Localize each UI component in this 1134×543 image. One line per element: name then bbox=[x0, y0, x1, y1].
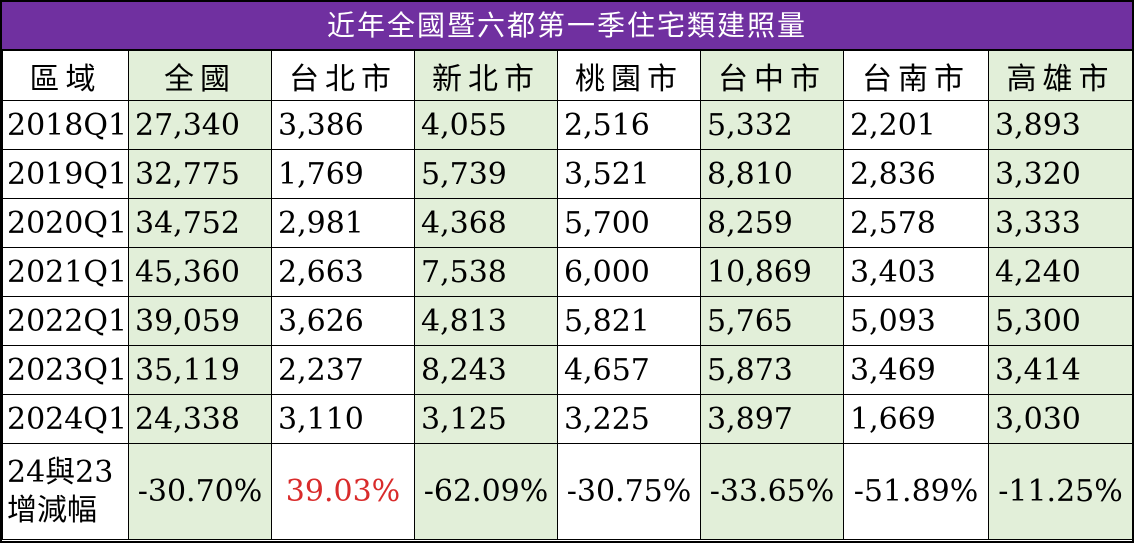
table-row: 2021Q1 45,360 2,663 7,538 6,000 10,869 3… bbox=[2, 247, 1133, 297]
table-row: 2022Q1 39,059 3,626 4,813 5,821 5,765 5,… bbox=[2, 296, 1133, 346]
row-label: 2024Q1 bbox=[2, 394, 129, 444]
table-title: 近年全國暨六都第一季住宅類建照量 bbox=[2, 2, 1132, 50]
cell-taipei: 2,981 bbox=[271, 198, 415, 248]
cell-national: 35,119 bbox=[128, 345, 272, 395]
cell-taichung: 8,810 bbox=[700, 149, 844, 199]
cell-new-taipei: 4,368 bbox=[414, 198, 558, 248]
cell-tainan: 1,669 bbox=[843, 394, 989, 444]
cell-tainan: 2,201 bbox=[843, 100, 989, 150]
cell-taoyuan: 2,516 bbox=[557, 100, 701, 150]
change-new-taipei: -62.09% bbox=[414, 443, 558, 540]
cell-national: 24,338 bbox=[128, 394, 272, 444]
change-national: -30.70% bbox=[128, 443, 272, 540]
cell-tainan: 5,093 bbox=[843, 296, 989, 346]
change-kaohsiung: -11.25% bbox=[988, 443, 1133, 540]
cell-new-taipei: 8,243 bbox=[414, 345, 558, 395]
cell-tainan: 3,469 bbox=[843, 345, 989, 395]
header-taichung: 台中市 bbox=[700, 50, 844, 101]
change-taipei: 39.03% bbox=[271, 443, 415, 540]
cell-national: 45,360 bbox=[128, 247, 272, 297]
cell-new-taipei: 4,055 bbox=[414, 100, 558, 150]
cell-taichung: 5,332 bbox=[700, 100, 844, 150]
cell-taipei: 2,663 bbox=[271, 247, 415, 297]
cell-taoyuan: 3,225 bbox=[557, 394, 701, 444]
header-tainan: 台南市 bbox=[843, 50, 989, 101]
row-label: 2023Q1 bbox=[2, 345, 129, 395]
header-national: 全國 bbox=[128, 50, 272, 101]
cell-kaohsiung: 3,320 bbox=[988, 149, 1133, 199]
change-label-line2: 增減幅 bbox=[7, 492, 97, 528]
row-label: 2022Q1 bbox=[2, 296, 129, 346]
table-row: 2024Q1 24,338 3,110 3,125 3,225 3,897 1,… bbox=[2, 394, 1133, 444]
cell-national: 27,340 bbox=[128, 100, 272, 150]
cell-taichung: 5,765 bbox=[700, 296, 844, 346]
header-new-taipei: 新北市 bbox=[414, 50, 558, 101]
header-taipei: 台北市 bbox=[271, 50, 415, 101]
cell-tainan: 2,836 bbox=[843, 149, 989, 199]
cell-taichung: 10,869 bbox=[700, 247, 844, 297]
cell-national: 34,752 bbox=[128, 198, 272, 248]
cell-taoyuan: 4,657 bbox=[557, 345, 701, 395]
cell-taoyuan: 5,700 bbox=[557, 198, 701, 248]
change-row-label: 24與23 增減幅 bbox=[2, 443, 129, 540]
change-tainan: -51.89% bbox=[843, 443, 989, 540]
cell-new-taipei: 5,739 bbox=[414, 149, 558, 199]
change-taichung: -33.65% bbox=[700, 443, 844, 540]
cell-taipei: 3,626 bbox=[271, 296, 415, 346]
cell-taipei: 1,769 bbox=[271, 149, 415, 199]
row-label: 2019Q1 bbox=[2, 149, 129, 199]
header-taoyuan: 桃園市 bbox=[557, 50, 701, 101]
cell-taipei: 3,386 bbox=[271, 100, 415, 150]
cell-new-taipei: 7,538 bbox=[414, 247, 558, 297]
cell-kaohsiung: 3,414 bbox=[988, 345, 1133, 395]
housing-permit-table: 區域 全國 台北市 新北市 桃園市 台中市 台南市 高雄市 2018Q1 27,… bbox=[2, 50, 1133, 540]
cell-tainan: 3,403 bbox=[843, 247, 989, 297]
row-label: 2020Q1 bbox=[2, 198, 129, 248]
cell-taoyuan: 3,521 bbox=[557, 149, 701, 199]
cell-national: 39,059 bbox=[128, 296, 272, 346]
cell-taipei: 3,110 bbox=[271, 394, 415, 444]
cell-taipei: 2,237 bbox=[271, 345, 415, 395]
cell-kaohsiung: 3,893 bbox=[988, 100, 1133, 150]
cell-taoyuan: 5,821 bbox=[557, 296, 701, 346]
change-taoyuan: -30.75% bbox=[557, 443, 701, 540]
cell-national: 32,775 bbox=[128, 149, 272, 199]
table-row: 2023Q1 35,119 2,237 8,243 4,657 5,873 3,… bbox=[2, 345, 1133, 395]
cell-kaohsiung: 3,333 bbox=[988, 198, 1133, 248]
cell-kaohsiung: 4,240 bbox=[988, 247, 1133, 297]
header-kaohsiung: 高雄市 bbox=[988, 50, 1133, 101]
table-row: 2020Q1 34,752 2,981 4,368 5,700 8,259 2,… bbox=[2, 198, 1133, 248]
cell-taoyuan: 6,000 bbox=[557, 247, 701, 297]
table-row: 2019Q1 32,775 1,769 5,739 3,521 8,810 2,… bbox=[2, 149, 1133, 199]
cell-kaohsiung: 3,030 bbox=[988, 394, 1133, 444]
row-label: 2018Q1 bbox=[2, 100, 129, 150]
row-label: 2021Q1 bbox=[2, 247, 129, 297]
header-row: 區域 全國 台北市 新北市 桃園市 台中市 台南市 高雄市 bbox=[2, 50, 1133, 101]
cell-tainan: 2,578 bbox=[843, 198, 989, 248]
cell-new-taipei: 4,813 bbox=[414, 296, 558, 346]
cell-taichung: 5,873 bbox=[700, 345, 844, 395]
header-region: 區域 bbox=[2, 50, 129, 101]
cell-new-taipei: 3,125 bbox=[414, 394, 558, 444]
change-label-line1: 24與23 bbox=[7, 454, 114, 490]
cell-taichung: 3,897 bbox=[700, 394, 844, 444]
change-row: 24與23 增減幅 -30.70% 39.03% -62.09% -30.75% … bbox=[2, 443, 1133, 540]
cell-kaohsiung: 5,300 bbox=[988, 296, 1133, 346]
table-row: 2018Q1 27,340 3,386 4,055 2,516 5,332 2,… bbox=[2, 100, 1133, 150]
cell-taichung: 8,259 bbox=[700, 198, 844, 248]
